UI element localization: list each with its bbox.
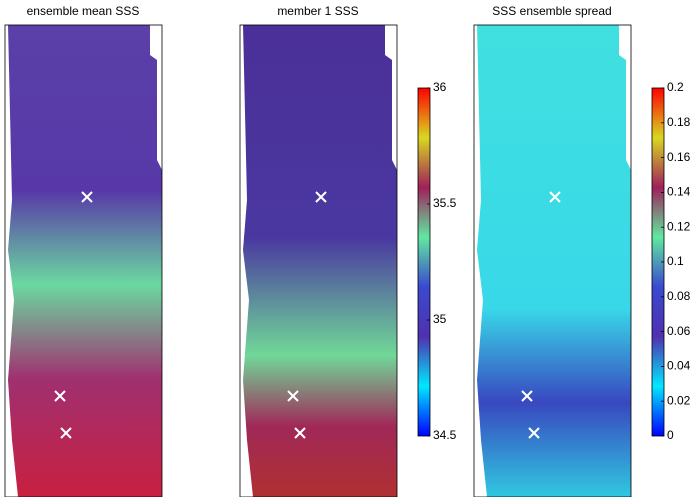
colorbar-tick-label: 35.5 — [433, 196, 457, 210]
panel-title: SSS ensemble spread — [492, 4, 611, 18]
colorbar-tick-label: 0.04 — [667, 359, 691, 373]
colorbar-tick-label: 0.06 — [667, 324, 691, 338]
colorbar — [418, 88, 430, 436]
colorbar-tick-label: 0.14 — [667, 185, 691, 199]
field-image — [8, 25, 162, 497]
colorbar-tick-label: 0.12 — [667, 219, 691, 233]
page: {"chart_data": [ {"type": "map", "title"… — [0, 0, 696, 497]
field-image — [243, 25, 397, 497]
colorbar-tick-label: 0.16 — [667, 150, 691, 164]
colorbar-tick-label: 0.18 — [667, 115, 691, 129]
panel-title: ensemble mean SSS — [27, 4, 140, 18]
colorbar-tick-label: 0 — [667, 428, 674, 442]
field-image — [477, 25, 631, 497]
map-panel: member 1 SSS — [240, 4, 397, 497]
colorbar-tick-label: 36 — [433, 80, 447, 94]
colorbar-tick-label: 0.1 — [667, 254, 684, 268]
colorbar-tick-label: 35 — [433, 312, 447, 326]
colorbar-tick-label: 34.5 — [433, 428, 457, 442]
colorbar-tick-label: 0.02 — [667, 393, 691, 407]
colorbar-tick-label: 0.2 — [667, 80, 684, 94]
colorbar-tick-label: 0.08 — [667, 289, 691, 303]
map-panel: SSS ensemble spread — [474, 4, 631, 497]
map-panel: ensemble mean SSS — [5, 4, 162, 497]
panel-title: member 1 SSS — [277, 4, 358, 18]
figure: ensemble mean SSS member 1 SSS SSS ensem… — [0, 0, 696, 497]
